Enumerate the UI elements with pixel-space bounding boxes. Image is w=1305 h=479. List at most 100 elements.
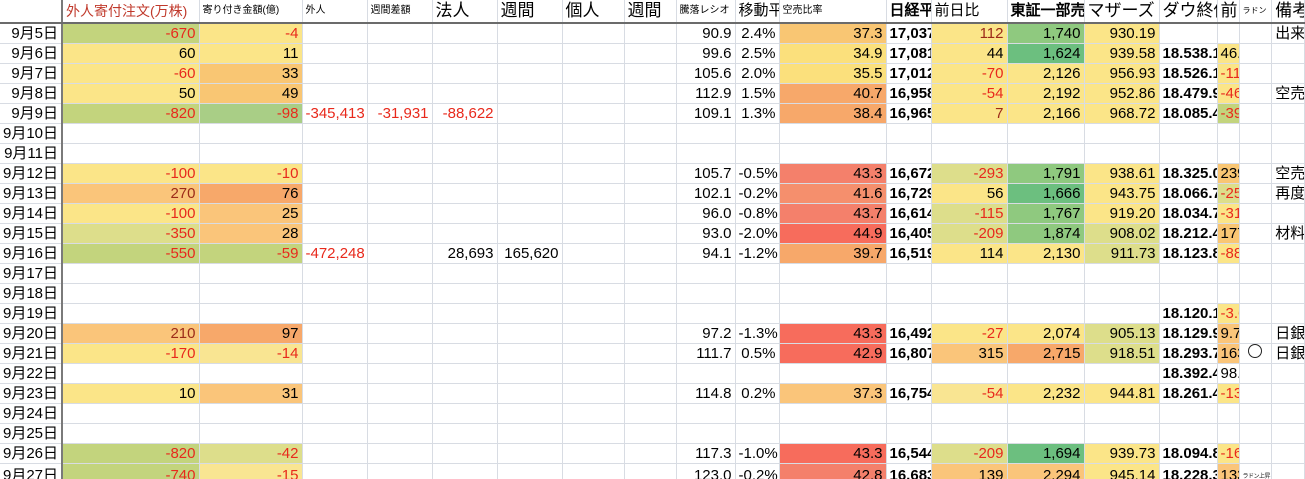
cell-bikou[interactable] <box>1271 103 1305 124</box>
cell-bikou[interactable] <box>1271 203 1305 224</box>
cell-hojin[interactable] <box>432 163 498 184</box>
cell-shukan1[interactable] <box>497 103 563 124</box>
column-header-shukan_sagaku[interactable]: 週間差額 <box>367 0 433 24</box>
cell-idou_heikin[interactable]: -0.5% <box>735 163 780 184</box>
cell-hojin[interactable] <box>432 183 498 204</box>
cell-kojin[interactable] <box>562 123 625 144</box>
cell-idou_heikin[interactable] <box>735 403 780 424</box>
cell-kojin[interactable] <box>562 463 625 479</box>
cell-zenjitsuhi1[interactable]: -54 <box>931 83 1008 104</box>
cell-dow_owarine[interactable] <box>1159 403 1218 424</box>
table-row[interactable]: 9月19日 18.120.17-3.63 <box>0 303 1305 324</box>
cell-gaijin[interactable] <box>302 163 368 184</box>
cell-idou_heikin[interactable]: -0.2% <box>735 183 780 204</box>
cell-karauri_hiritsu[interactable]: 39.7 <box>779 243 887 264</box>
cell-zenjitsuhi2[interactable]: -394.46 <box>1217 103 1240 124</box>
cell-gaijin[interactable] <box>302 423 368 444</box>
cell-tosho_ichibu[interactable] <box>1007 363 1085 384</box>
cell-nikkei_owarine[interactable]: 16,672.92 <box>886 163 932 184</box>
cell-zenjitsuhi1[interactable] <box>931 423 1008 444</box>
cell-gaijin[interactable] <box>302 63 368 84</box>
cell-nikkei_owarine[interactable]: 16,958.77 <box>886 83 932 104</box>
column-header-karauri_hiritsu[interactable]: 空売比率 <box>779 0 887 24</box>
cell-zenjitsuhi1[interactable]: 139 <box>931 463 1008 479</box>
cell-yoritsuki_kingaku[interactable]: 76 <box>199 183 303 204</box>
cell-zenjitsuhi2[interactable] <box>1217 403 1240 424</box>
cell-tosho_ichibu[interactable] <box>1007 123 1085 144</box>
cell-bikou[interactable] <box>1271 123 1305 144</box>
cell-zenjitsuhi2[interactable]: 98.76 <box>1217 363 1240 384</box>
cell-radon[interactable] <box>1239 303 1273 324</box>
column-header-gaijin[interactable]: 外人 <box>302 0 368 24</box>
cell-gaijin[interactable] <box>302 303 368 324</box>
row-date-cell[interactable]: 9月23日 <box>0 383 63 404</box>
table-row[interactable]: 9月21日-170-14 111.70.5%42.916,807.623152,7… <box>0 343 1305 364</box>
cell-zenjitsuhi2[interactable]: 9.79 <box>1217 323 1240 344</box>
cell-mothers[interactable] <box>1084 423 1160 444</box>
cell-dow_owarine[interactable] <box>1159 283 1218 304</box>
cell-shukan2[interactable] <box>624 283 677 304</box>
cell-mothers[interactable]: 968.72 <box>1084 103 1160 124</box>
cell-zenjitsuhi2[interactable]: -258.32 <box>1217 183 1240 204</box>
cell-tosho_ichibu[interactable]: 2,232 <box>1007 383 1085 404</box>
cell-bikou[interactable]: 材料乏しい中の 空売り増 <box>1271 223 1305 244</box>
cell-dow_owarine[interactable]: 18.123.80 <box>1159 243 1218 264</box>
cell-mothers[interactable] <box>1084 303 1160 324</box>
cell-shukan_sagaku[interactable] <box>367 163 433 184</box>
cell-yoritsuki_kingaku[interactable] <box>199 283 303 304</box>
cell-gaijin_kifu[interactable]: 270 <box>62 183 200 204</box>
cell-idou_heikin[interactable]: -1.3% <box>735 323 780 344</box>
cell-zenjitsuhi1[interactable]: 56 <box>931 183 1008 204</box>
cell-yoritsuki_kingaku[interactable]: 49 <box>199 83 303 104</box>
cell-zenjitsuhi1[interactable]: 44 <box>931 43 1008 64</box>
cell-shukan1[interactable] <box>497 143 563 164</box>
cell-zenjitsuhi1[interactable] <box>931 403 1008 424</box>
cell-bikou[interactable] <box>1271 423 1305 444</box>
cell-nikkei_owarine[interactable]: 16,807.62 <box>886 343 932 364</box>
cell-dow_owarine[interactable]: 18.228.30 <box>1159 463 1218 479</box>
cell-zenjitsuhi1[interactable]: -27 <box>931 323 1008 344</box>
cell-shukan1[interactable] <box>497 223 563 244</box>
cell-zenjitsuhi1[interactable] <box>931 283 1008 304</box>
cell-hojin[interactable] <box>432 223 498 244</box>
cell-radon[interactable] <box>1239 383 1273 404</box>
column-header-yoritsuki_kingaku[interactable]: 寄り付き金額(億) <box>199 0 303 24</box>
cell-shukan_sagaku[interactable] <box>367 423 433 444</box>
cell-zenjitsuhi2[interactable] <box>1217 23 1240 44</box>
cell-shukan_sagaku[interactable] <box>367 303 433 324</box>
cell-zenjitsuhi2[interactable]: -31.98 <box>1217 203 1240 224</box>
cell-shukan2[interactable] <box>624 343 677 364</box>
cell-hojin[interactable] <box>432 83 498 104</box>
cell-tosho_ichibu[interactable] <box>1007 143 1085 164</box>
cell-nikkei_owarine[interactable]: 16,405.01 <box>886 223 932 244</box>
row-date-cell[interactable]: 9月19日 <box>0 303 63 324</box>
cell-toraku_ratio[interactable]: 111.7 <box>676 343 736 364</box>
cell-radon[interactable]: ラドン上昇 <box>1239 463 1273 479</box>
cell-yoritsuki_kingaku[interactable]: 97 <box>199 323 303 344</box>
cell-gaijin_kifu[interactable]: -60 <box>62 63 200 84</box>
cell-yoritsuki_kingaku[interactable]: 28 <box>199 223 303 244</box>
cell-kojin[interactable] <box>562 443 625 464</box>
cell-karauri_hiritsu[interactable] <box>779 423 887 444</box>
cell-nikkei_owarine[interactable] <box>886 303 932 324</box>
cell-radon[interactable] <box>1239 43 1273 64</box>
cell-gaijin_kifu[interactable]: -550 <box>62 243 200 264</box>
cell-gaijin[interactable] <box>302 383 368 404</box>
cell-toraku_ratio[interactable] <box>676 123 736 144</box>
cell-shukan2[interactable] <box>624 83 677 104</box>
cell-nikkei_owarine[interactable] <box>886 263 932 284</box>
cell-nikkei_owarine[interactable]: 16,729.04 <box>886 183 932 204</box>
cell-zenjitsuhi2[interactable]: 177.71 <box>1217 223 1240 244</box>
row-date-cell[interactable]: 9月26日 <box>0 443 63 464</box>
cell-radon[interactable] <box>1239 163 1273 184</box>
cell-hojin[interactable] <box>432 283 498 304</box>
cell-shukan1[interactable] <box>497 123 563 144</box>
cell-tosho_ichibu[interactable] <box>1007 283 1085 304</box>
cell-toraku_ratio[interactable]: 105.6 <box>676 63 736 84</box>
cell-mothers[interactable]: 952.86 <box>1084 83 1160 104</box>
cell-radon[interactable] <box>1239 243 1273 264</box>
cell-gaijin_kifu[interactable]: 210 <box>62 323 200 344</box>
cell-dow_owarine[interactable]: 18.085.45 <box>1159 103 1218 124</box>
cell-dow_owarine[interactable]: 18.479.91 <box>1159 83 1218 104</box>
